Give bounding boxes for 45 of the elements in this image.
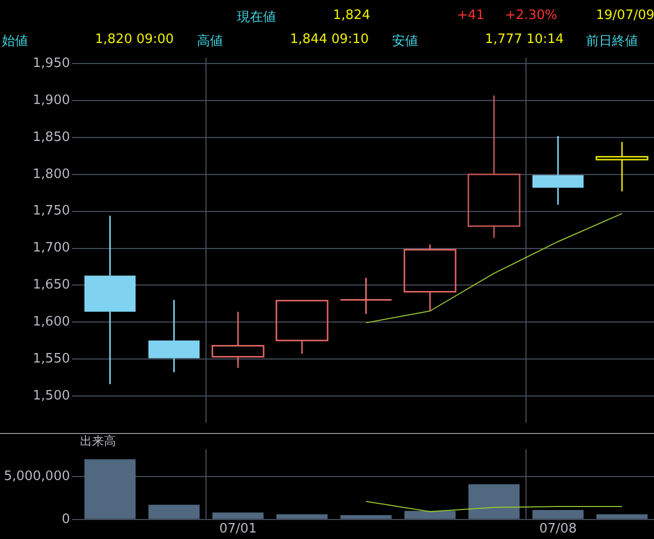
bar <box>148 504 200 519</box>
candlestick <box>212 310 264 369</box>
y-tick-label: 1,950 <box>32 56 70 72</box>
candlestick <box>276 300 328 355</box>
bar <box>596 514 648 519</box>
bar <box>468 484 520 519</box>
candlestick <box>532 135 584 206</box>
text: 1,824 <box>333 8 370 23</box>
y-tick-label: 1,650 <box>32 278 70 293</box>
text: +41 <box>457 8 484 23</box>
text: 1,777 10:14 <box>485 32 564 47</box>
bar <box>212 512 264 519</box>
candlestick <box>148 299 200 374</box>
text: 現在値 <box>237 9 276 26</box>
text: 始値 <box>2 33 28 50</box>
y-axis-title: 出来高 <box>80 434 116 448</box>
y-tick-label: 0 <box>62 512 70 527</box>
y-tick-label: 1,750 <box>32 204 70 219</box>
y-tick-label: 1,900 <box>32 92 70 108</box>
candlestick <box>468 94 520 239</box>
text: +2.30% <box>505 8 558 23</box>
candlestick <box>596 141 648 192</box>
text: 高値 <box>197 33 223 50</box>
y-tick-label: 5,000,000 <box>4 468 70 484</box>
candlestick <box>404 244 456 312</box>
y-tick-label: 1,700 <box>32 240 70 256</box>
y-tick-label: 1,600 <box>32 314 70 330</box>
bar <box>404 510 456 519</box>
y-tick-label: 1,800 <box>32 166 70 182</box>
x-tick-label: 07/08 <box>539 522 577 537</box>
bar <box>532 510 584 519</box>
bar <box>276 514 328 519</box>
bar <box>340 515 392 519</box>
y-tick-label: 1,550 <box>32 351 70 366</box>
x-tick-label: 07/01 <box>219 522 257 537</box>
candlestick <box>340 277 392 315</box>
bar <box>84 459 136 519</box>
candlestick <box>84 215 136 385</box>
text: 1,820 09:00 <box>95 32 174 47</box>
y-tick-label: 1,850 <box>32 130 70 145</box>
y-tick-label: 1,500 <box>32 388 70 404</box>
text: 安値 <box>392 33 418 50</box>
text: 前日終値 <box>586 33 638 50</box>
text: 1,844 09:10 <box>290 32 369 47</box>
text: 19/07/09 <box>596 8 654 23</box>
